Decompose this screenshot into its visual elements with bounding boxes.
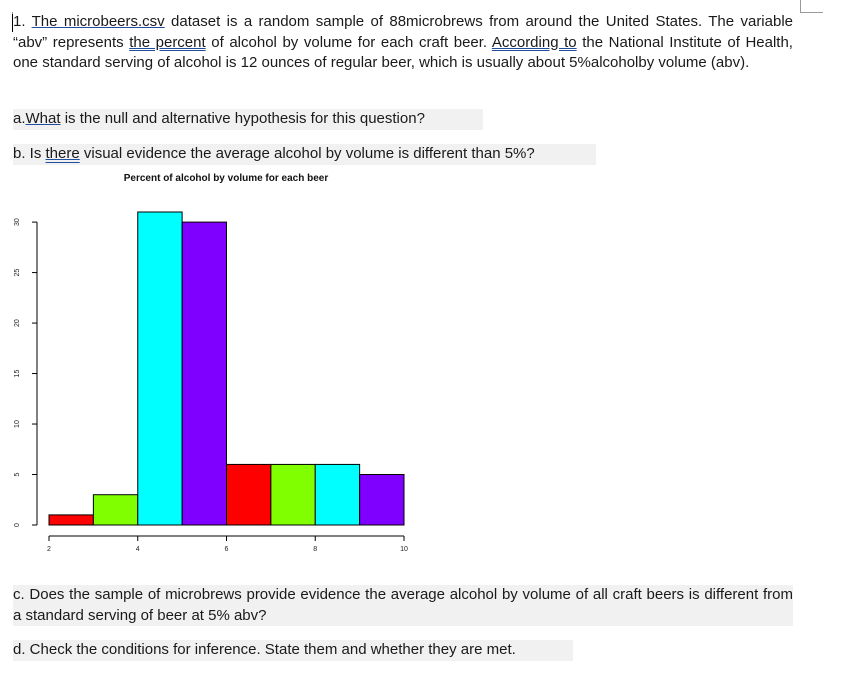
histogram-bar-1 — [48, 514, 94, 526]
question-c-text: c. Does the sample of microbrews provide… — [13, 586, 793, 624]
question-text: of alcohol by volume for each craft beer… — [205, 33, 492, 51]
question-text: the National Institute of Health, one st… — [13, 33, 793, 72]
chart-axes: 2 4 6 8 10 0 5 10 15 20 25 30 — [14, 218, 408, 553]
margin-corner-mark — [800, 0, 823, 13]
dataset-name-link[interactable]: The microbeers.csv — [31, 13, 165, 30]
y-tick-label: 30 — [14, 218, 21, 226]
question-c-paragraph[interactable]: c. Does the sample of microbrews provide… — [13, 585, 793, 626]
histogram-bar-7 — [314, 463, 361, 526]
question-b-paragraph[interactable]: b. Is there visual evidence the average … — [13, 144, 596, 165]
y-tick-label: 5 — [14, 472, 21, 476]
x-tick-label: 6 — [225, 546, 229, 553]
question-b-text: visual evidence the average alcohol by v… — [79, 145, 535, 162]
histogram-bar-3 — [137, 211, 183, 526]
abv-histogram: Percent of alcohol by volume for each be… — [14, 173, 408, 553]
histogram-bar-4 — [181, 221, 227, 526]
question-number: 1. — [13, 13, 32, 30]
question-text: dataset is a random sample of 88microbre… — [13, 13, 794, 51]
question-a-label: a. — [13, 110, 26, 127]
x-tick-label: 4 — [136, 546, 140, 553]
histogram-bar-5 — [226, 463, 272, 526]
question-1-paragraph[interactable]: 1. The microbeers.csv dataset is a rando… — [13, 12, 793, 74]
x-tick-label: 2 — [47, 546, 51, 553]
question-d-text: d. Check the conditions for inference. S… — [13, 641, 516, 658]
text-cursor — [12, 14, 13, 32]
y-tick-label: 10 — [14, 420, 21, 428]
y-tick-label: 15 — [14, 370, 21, 378]
chart-bars — [48, 211, 405, 526]
question-a-text: is the null and alternative hypothesis f… — [60, 110, 425, 127]
chart-title: Percent of alcohol by volume for each be… — [124, 173, 329, 184]
x-tick-label: 8 — [313, 546, 317, 553]
grammar-flag-what[interactable]: What — [25, 110, 61, 127]
question-a-paragraph[interactable]: a.What is the null and alternative hypot… — [13, 109, 483, 130]
x-tick-label: 10 — [400, 546, 408, 553]
grammar-flag-the-percent[interactable]: the percent — [129, 33, 206, 51]
question-b-label: b. Is — [13, 145, 46, 162]
histogram-bar-6 — [270, 463, 316, 526]
histogram-bar-8 — [359, 474, 405, 526]
y-tick-label: 20 — [14, 319, 21, 327]
grammar-flag-there[interactable]: there — [45, 145, 80, 162]
y-tick-label: 25 — [14, 269, 21, 277]
y-tick-label: 0 — [14, 523, 21, 527]
histogram-bar-2 — [92, 494, 139, 526]
grammar-flag-according-to[interactable]: According to — [491, 33, 577, 51]
question-d-paragraph[interactable]: d. Check the conditions for inference. S… — [13, 640, 573, 661]
